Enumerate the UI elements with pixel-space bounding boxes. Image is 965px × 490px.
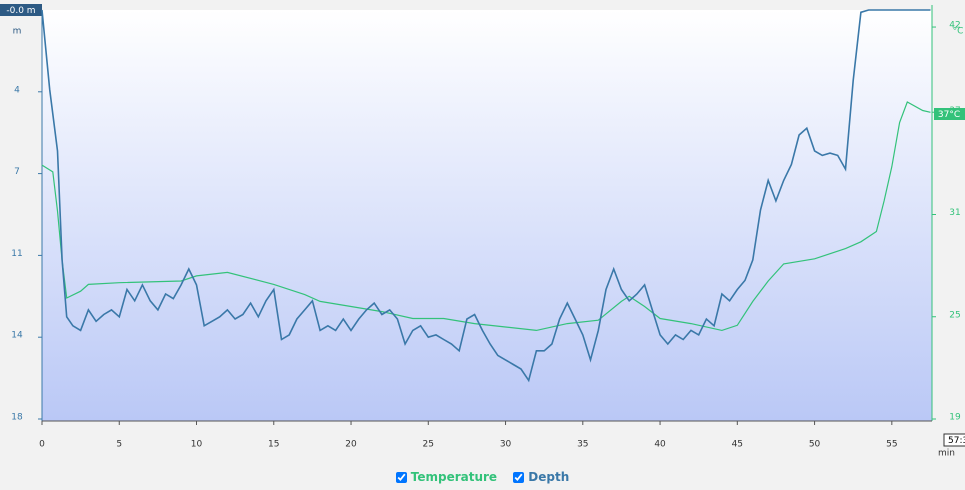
legend-item[interactable]: Temperature	[395, 470, 498, 484]
x-tick-label: 20	[345, 440, 357, 450]
x-tick-label: 25	[423, 440, 434, 450]
y-tick-label: 7	[14, 167, 20, 177]
depth-marker-box	[0, 4, 42, 16]
time-marker: 57:3	[948, 436, 965, 446]
x-tick-label: 55	[886, 440, 897, 450]
x-tick-label: 35	[577, 440, 588, 450]
x-tick-label: 15	[268, 440, 279, 450]
y-tick-label: 18	[11, 413, 23, 423]
series-line	[41, 101, 931, 332]
checkbox[interactable]	[513, 472, 525, 483]
time-marker-box	[943, 433, 965, 447]
legend: Temperature Depth	[0, 470, 965, 484]
y-tick-label: 11	[11, 249, 22, 259]
temp-marker-box	[934, 108, 965, 120]
temp-marker: 37°C	[938, 110, 960, 120]
depth-marker: -0.0 m	[6, 6, 35, 16]
y-tick-label: 14	[11, 331, 23, 341]
y2-tick-label: 42	[949, 21, 960, 31]
x-tick-label: 30	[500, 440, 512, 450]
x-tick-label: 45	[732, 440, 743, 450]
legend-item[interactable]: Depth	[513, 470, 569, 484]
temp-unit: °C	[953, 27, 964, 37]
chart: -0.0 m m °C min 57:3 0510152025303540455…	[0, 4, 965, 459]
legend-label: Depth	[528, 470, 570, 484]
x-tick-label: 10	[191, 440, 203, 450]
x-tick-label: 50	[809, 440, 821, 450]
y2-tick-label: 25	[949, 310, 960, 320]
y2-tick-label: 19	[949, 413, 961, 423]
x-tick-label: 5	[116, 440, 122, 450]
y-tick-label: 4	[14, 85, 20, 95]
checkbox[interactable]	[395, 472, 407, 483]
series-line	[41, 9, 931, 383]
depth-unit: m	[13, 27, 22, 37]
x-tick-label: 40	[654, 440, 666, 450]
plot-area	[42, 10, 932, 421]
legend-label: Temperature	[410, 470, 498, 484]
y2-tick-label: 31	[949, 208, 960, 218]
x-tick-label: 0	[39, 440, 45, 450]
x-unit: min	[938, 449, 955, 459]
